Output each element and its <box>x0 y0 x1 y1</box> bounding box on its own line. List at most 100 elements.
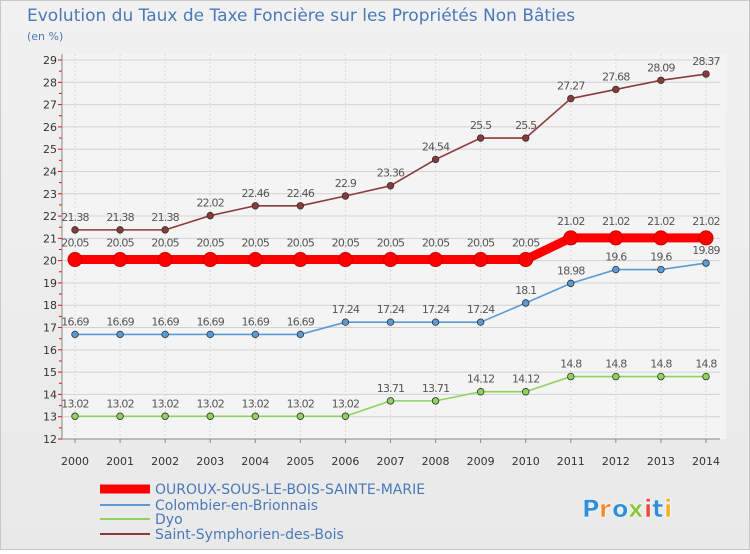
data-label: 16.69 <box>151 315 179 328</box>
x-tick-label: 2005 <box>286 455 314 468</box>
x-tick-label: 2007 <box>377 455 405 468</box>
data-label: 17.24 <box>422 303 450 316</box>
data-point <box>612 85 620 94</box>
x-tick-label: 2001 <box>106 455 134 468</box>
data-point <box>702 372 710 381</box>
data-point <box>112 252 128 268</box>
data-label: 13.71 <box>422 382 450 395</box>
data-label: 20.05 <box>377 237 405 250</box>
data-point <box>206 330 214 339</box>
data-label: 22.46 <box>242 187 270 200</box>
data-point <box>251 330 259 339</box>
data-label: 20.05 <box>151 237 179 250</box>
legend-label-0: OUROUX-SOUS-LE-BOIS-SAINTE-MARIE <box>155 482 425 498</box>
data-label: 27.68 <box>602 70 630 83</box>
x-tick-label: 2010 <box>512 455 540 468</box>
data-label: 13.02 <box>332 397 360 410</box>
y-tick-label: 14 <box>43 388 57 401</box>
x-tick-label: 2014 <box>692 455 720 468</box>
data-point <box>386 182 395 190</box>
data-label: 13.71 <box>377 382 405 395</box>
data-point <box>612 265 620 274</box>
data-label: 13.02 <box>151 397 179 410</box>
chart-title: Evolution du Taux de Taxe Foncière sur l… <box>27 6 575 26</box>
data-point <box>161 226 169 234</box>
data-point <box>71 412 79 420</box>
data-point <box>202 252 218 268</box>
data-point <box>522 299 530 307</box>
data-point <box>161 330 169 339</box>
data-label: 24.54 <box>422 140 450 153</box>
data-point <box>567 94 575 103</box>
data-point <box>341 192 350 200</box>
x-tick-label: 2011 <box>557 455 585 468</box>
x-tick-label: 2006 <box>331 455 359 468</box>
data-label: 14.8 <box>650 358 672 371</box>
logo-letter: P <box>582 495 600 523</box>
data-point <box>341 318 350 326</box>
data-point <box>657 76 665 84</box>
data-point <box>431 318 440 326</box>
data-point <box>702 259 710 267</box>
data-point <box>431 155 440 164</box>
data-label: 20.05 <box>467 237 495 250</box>
data-label: 17.24 <box>332 303 360 316</box>
data-point <box>476 134 485 142</box>
legend-label-3: Saint-Symphorien-des-Bois <box>155 527 344 543</box>
data-point <box>698 230 714 246</box>
data-label: 21.02 <box>692 215 720 228</box>
data-label: 20.05 <box>242 237 270 250</box>
data-label: 28.37 <box>692 55 720 68</box>
data-point <box>476 318 485 326</box>
legend: OUROUX-SOUS-LE-BOIS-SAINTE-MARIEColombie… <box>100 482 425 543</box>
y-tick-label: 29 <box>43 54 57 67</box>
data-label: 14.12 <box>467 373 495 386</box>
series-layer <box>67 70 714 420</box>
data-label: 21.02 <box>602 215 630 228</box>
data-point <box>296 330 305 339</box>
data-label: 17.24 <box>377 303 405 316</box>
data-point <box>428 252 444 268</box>
data-label: 22.02 <box>196 197 224 210</box>
data-label: 13.02 <box>61 397 89 410</box>
data-label: 21.38 <box>61 211 89 224</box>
y-tick-label: 17 <box>43 322 57 335</box>
data-label: 19.6 <box>605 251 627 264</box>
logo-letter: i <box>644 495 652 523</box>
y-tick-label: 24 <box>43 165 57 178</box>
data-point <box>657 372 665 381</box>
logo-letter: r <box>599 495 611 523</box>
data-label: 22.46 <box>287 187 315 200</box>
y-tick-label: 21 <box>43 232 57 245</box>
data-point <box>116 330 124 339</box>
y-tick-label: 20 <box>43 255 57 268</box>
logo-letter: i <box>664 495 672 523</box>
legend-label-1: Colombier-en-Brionnais <box>155 498 318 514</box>
data-label: 18.98 <box>557 264 585 277</box>
x-tick-label: 2012 <box>602 455 630 468</box>
data-point <box>341 412 350 420</box>
data-point <box>383 252 398 268</box>
data-label: 20.05 <box>196 237 224 250</box>
data-label: 14.8 <box>560 358 582 371</box>
data-label: 25.5 <box>470 119 492 132</box>
data-point <box>386 397 395 405</box>
data-point <box>71 330 79 339</box>
data-label: 21.02 <box>647 215 675 228</box>
logo-letter: t <box>652 495 663 523</box>
data-labels: 13.02 13.02 13.02 13.02 13.02 13.02 13.02 13.71… <box>61 55 721 410</box>
data-label: 20.05 <box>61 237 89 250</box>
data-point <box>563 230 579 246</box>
data-label: 13.02 <box>242 397 270 410</box>
data-point <box>386 318 395 326</box>
data-point <box>292 252 308 268</box>
data-label: 28.09 <box>647 61 675 74</box>
data-label: 13.02 <box>196 397 224 410</box>
legend-label-2: Dyo <box>155 512 183 528</box>
data-point <box>116 412 124 420</box>
data-label: 17.24 <box>467 303 495 316</box>
data-point <box>522 134 530 142</box>
y-tick-label: 18 <box>43 299 57 312</box>
data-label: 19.89 <box>692 244 720 257</box>
